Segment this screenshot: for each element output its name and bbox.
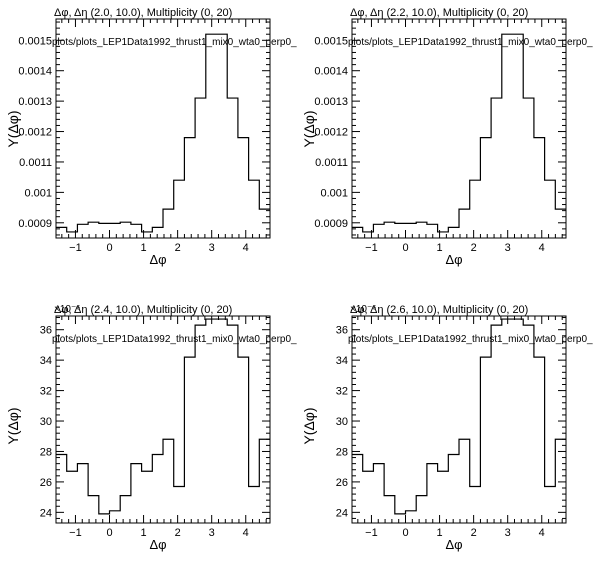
y-tick-label: 0.0012: [18, 127, 52, 139]
y-tick-label: 0.0012: [314, 127, 348, 139]
x-tick-label: 3: [505, 527, 511, 539]
panel-top-right: Δφ, Δη (2.2, 10.0), Multiplicity (0, 20)…: [301, 7, 593, 267]
y-tick-label: 32: [336, 386, 348, 398]
y-tick-label: 30: [40, 416, 52, 428]
y-tick-label: 32: [40, 386, 52, 398]
x-tick-label: 4: [539, 527, 545, 539]
panel-bottom-left: Δφ, Δη (2.4, 10.0), Multiplicity (0, 20)…: [5, 304, 297, 552]
panel-bottom-right: Δφ, Δη (2.6, 10.0), Multiplicity (0, 20)…: [301, 304, 593, 552]
x-tick-label: 1: [141, 527, 147, 539]
plot-path-label: plots/plots_LEP1Data1992_thrust1_mix0_wt…: [52, 37, 297, 48]
plot-frame: [55, 18, 271, 239]
y-tick-label: 36: [336, 325, 348, 337]
y-axis-label: Y(Δφ): [5, 110, 21, 147]
y-tick-label: 36: [40, 325, 52, 337]
x-tick-label: −1: [365, 527, 378, 539]
x-tick-label: 1: [437, 242, 443, 254]
x-tick-label: 2: [471, 527, 477, 539]
panel-title: Δφ, Δη (2.0, 10.0), Multiplicity (0, 20): [54, 7, 232, 19]
x-tick-label: −1: [365, 242, 378, 254]
x-tick-label: 0: [402, 527, 408, 539]
y-tick-label: 0.0009: [18, 218, 52, 230]
x-axis-label: Δφ: [445, 537, 462, 552]
plot-frame: [351, 315, 567, 524]
x-tick-label: −1: [69, 242, 82, 254]
x-axis-label: Δφ: [149, 537, 166, 552]
y-tick-label: 0.0015: [314, 35, 348, 47]
y-axis-label: Y(Δφ): [301, 407, 317, 444]
x-tick-label: 1: [141, 242, 147, 254]
y-axis-label: Y(Δφ): [301, 110, 317, 147]
y-tick-label: 28: [336, 446, 348, 458]
y-tick-label: 24: [40, 507, 52, 519]
y-tick-label: 0.0013: [18, 96, 52, 108]
histogram-series: [352, 318, 566, 515]
y-tick-label: 0.0011: [19, 157, 52, 169]
y-tick-label: 26: [336, 477, 348, 489]
x-tick-label: 2: [175, 242, 181, 254]
x-tick-label: 3: [209, 242, 215, 254]
histogram-series: [352, 33, 566, 233]
x-tick-label: 4: [243, 242, 249, 254]
panel-title: Δφ, Δη (2.4, 10.0), Multiplicity (0, 20): [54, 304, 232, 316]
panel-top-left: Δφ, Δη (2.0, 10.0), Multiplicity (0, 20)…: [5, 7, 297, 267]
plot-frame: [351, 18, 567, 239]
panel-title: Δφ, Δη (2.6, 10.0), Multiplicity (0, 20): [350, 304, 528, 316]
plot-path-label: plots/plots_LEP1Data1992_thrust1_mix0_wt…: [348, 334, 593, 345]
x-tick-label: 3: [505, 242, 511, 254]
y-tick-label: 34: [336, 355, 348, 367]
y-tick-label: 34: [40, 355, 52, 367]
y-tick-label: 0.0013: [314, 96, 348, 108]
y-tick-label: 0.0014: [18, 66, 52, 78]
y-tick-label: 0.001: [24, 187, 52, 199]
y-tick-label: 26: [40, 477, 52, 489]
y-tick-label: 0.0011: [315, 157, 348, 169]
y-exponent-label: ×10⁻⁶: [350, 304, 376, 315]
x-tick-label: 4: [243, 527, 249, 539]
y-tick-label: 0.001: [320, 187, 348, 199]
x-tick-label: 0: [402, 242, 408, 254]
x-tick-label: 3: [209, 527, 215, 539]
x-axis-label: Δφ: [445, 252, 462, 267]
histogram-series: [56, 33, 270, 233]
plot-path-label: plots/plots_LEP1Data1992_thrust1_mix0_wt…: [52, 334, 297, 345]
y-tick-label: 0.0009: [314, 218, 348, 230]
x-tick-label: 2: [175, 527, 181, 539]
panel-title: Δφ, Δη (2.2, 10.0), Multiplicity (0, 20): [350, 7, 528, 19]
x-tick-label: 1: [437, 527, 443, 539]
x-tick-label: 0: [106, 527, 112, 539]
x-tick-label: −1: [69, 527, 82, 539]
y-tick-label: 0.0014: [314, 66, 348, 78]
plot-frame: [55, 315, 271, 524]
x-tick-label: 2: [471, 242, 477, 254]
y-exponent-label: ×10⁻⁶: [54, 304, 80, 315]
histogram-series: [56, 318, 270, 515]
y-tick-label: 28: [40, 446, 52, 458]
y-tick-label: 30: [336, 416, 348, 428]
y-tick-label: 24: [336, 507, 348, 519]
y-tick-label: 0.0015: [18, 35, 52, 47]
x-tick-label: 4: [539, 242, 545, 254]
plot-path-label: plots/plots_LEP1Data1992_thrust1_mix0_wt…: [348, 37, 593, 48]
y-axis-label: Y(Δφ): [5, 407, 21, 444]
x-tick-label: 0: [106, 242, 112, 254]
x-axis-label: Δφ: [149, 252, 166, 267]
